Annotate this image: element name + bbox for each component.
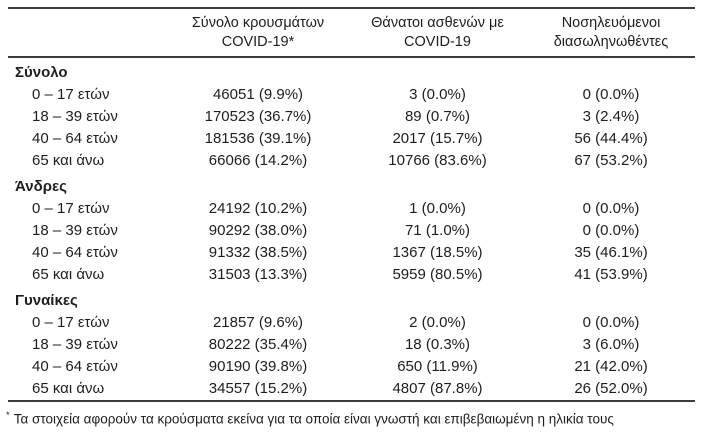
intubated-cell: 35 (46.1%) <box>574 244 648 261</box>
table-row: 18 – 39 ετών 90292 (38.0%) 71 (1.0%) 0 (… <box>8 220 695 242</box>
deaths-cell: 1367 (18.5%) <box>392 244 483 261</box>
header-total-cases-line1: Σύνολο κρουσμάτων <box>191 15 325 31</box>
cases-cell: 34557 (15.2%) <box>208 380 308 397</box>
deaths-cell: 71 (1.0%) <box>404 222 471 239</box>
row-label: 40 – 64 ετών <box>32 358 118 375</box>
footnote: * Τα στοιχεία αφορούν τα κρούσματα εκείνα… <box>6 406 702 429</box>
header-empty-cell <box>8 8 168 57</box>
deaths-cell: 2017 (15.7%) <box>392 130 483 147</box>
table-row: 65 και άνω 31503 (13.3%) 5959 (80.5%) 41… <box>8 264 695 286</box>
row-label: 40 – 64 ετών <box>32 244 118 261</box>
row-label: 18 – 39 ετών <box>32 108 118 125</box>
deaths-cell: 10766 (83.6%) <box>388 152 487 169</box>
header-intubated-line1: Νοσηλευόμενοι <box>561 15 661 31</box>
section-label: Σύνολο <box>15 64 68 81</box>
intubated-cell: 0 (0.0%) <box>582 222 640 239</box>
row-label: 0 – 17 ετών <box>32 86 110 103</box>
section-label: Γυναίκες <box>15 292 78 309</box>
table-row: 65 και άνω 66066 (14.2%) 10766 (83.6%) 6… <box>8 150 695 172</box>
intubated-cell: 0 (0.0%) <box>582 86 640 103</box>
intubated-cell: 41 (53.9%) <box>574 266 648 283</box>
deaths-cell: 3 (0.0%) <box>409 86 466 103</box>
intubated-cell: 56 (44.4%) <box>574 130 648 147</box>
cases-cell: 90292 (38.0%) <box>208 222 308 239</box>
cases-cell: 90190 (39.8%) <box>208 358 308 375</box>
table-row: 18 – 39 ετών 170523 (36.7%) 89 (0.7%) 3 … <box>8 106 695 128</box>
intubated-cell: 0 (0.0%) <box>582 314 640 331</box>
deaths-cell: 4807 (87.8%) <box>392 380 483 397</box>
footnote-asterisk: * <box>6 410 10 421</box>
cases-cell: 181536 (39.1%) <box>204 130 312 147</box>
section-row-total: Σύνολο <box>8 57 695 84</box>
table-row: 0 – 17 ετών 46051 (9.9%) 3 (0.0%) 0 (0.0… <box>8 84 695 106</box>
intubated-cell: 26 (52.0%) <box>574 380 648 397</box>
header-deaths: Θάνατοι ασθενών με COVID-19 <box>348 8 527 57</box>
header-total-cases: Σύνολο κρουσμάτων COVID-19* <box>168 8 348 57</box>
header-deaths-line1: Θάνατοι ασθενών με <box>371 15 504 31</box>
footnote-text: Τα στοιχεία αφορούν τα κρούσματα εκείνα … <box>13 411 614 427</box>
cases-cell: 170523 (36.7%) <box>204 108 312 125</box>
section-row-women: Γυναίκες <box>8 286 695 312</box>
section-label: Άνδρες <box>15 178 67 195</box>
row-label: 65 και άνω <box>32 266 105 283</box>
table-row: 40 – 64 ετών 181536 (39.1%) 2017 (15.7%)… <box>8 128 695 150</box>
row-label: 0 – 17 ετών <box>32 314 110 331</box>
intubated-cell: 0 (0.0%) <box>582 200 640 217</box>
cases-cell: 80222 (35.4%) <box>208 336 308 353</box>
header-intubated: Νοσηλευόμενοι διασωληνωθέντες <box>527 8 695 57</box>
deaths-cell: 18 (0.3%) <box>404 336 471 353</box>
header-deaths-line2: COVID-19 <box>404 34 471 50</box>
deaths-cell: 89 (0.7%) <box>404 108 471 125</box>
table-row: 0 – 17 ετών 24192 (10.2%) 1 (0.0%) 0 (0.… <box>8 198 695 220</box>
cases-cell: 66066 (14.2%) <box>208 152 308 169</box>
table-row: 65 και άνω 34557 (15.2%) 4807 (87.8%) 26… <box>8 378 695 401</box>
cases-cell: 91332 (38.5%) <box>208 244 308 261</box>
section-row-men: Άνδρες <box>8 172 695 198</box>
row-label: 0 – 17 ετών <box>32 200 110 217</box>
row-label: 40 – 64 ετών <box>32 130 118 147</box>
deaths-cell: 5959 (80.5%) <box>392 266 483 283</box>
cases-cell: 24192 (10.2%) <box>208 200 308 217</box>
table-row: 40 – 64 ετών 90190 (39.8%) 650 (11.9%) 2… <box>8 356 695 378</box>
table-row: 40 – 64 ετών 91332 (38.5%) 1367 (18.5%) … <box>8 242 695 264</box>
intubated-cell: 21 (42.0%) <box>574 358 648 375</box>
row-label: 18 – 39 ετών <box>32 222 118 239</box>
intubated-cell: 67 (53.2%) <box>574 152 648 169</box>
table-header-row: Σύνολο κρουσμάτων COVID-19* Θάνατοι ασθε… <box>8 8 695 57</box>
intubated-cell: 3 (2.4%) <box>582 108 640 125</box>
deaths-cell: 2 (0.0%) <box>409 314 466 331</box>
cases-cell: 31503 (13.3%) <box>208 266 308 283</box>
cases-cell: 46051 (9.9%) <box>212 86 304 103</box>
row-label: 18 – 39 ετών <box>32 336 118 353</box>
row-label: 65 και άνω <box>32 152 105 169</box>
cases-cell: 21857 (9.6%) <box>212 314 304 331</box>
header-total-cases-line2: COVID-19* <box>221 34 295 50</box>
deaths-cell: 650 (11.9%) <box>397 358 478 375</box>
table-row: 0 – 17 ετών 21857 (9.6%) 2 (0.0%) 0 (0.0… <box>8 312 695 334</box>
intubated-cell: 3 (6.0%) <box>582 336 640 353</box>
row-label: 65 και άνω <box>32 380 105 397</box>
table-row: 18 – 39 ετών 80222 (35.4%) 18 (0.3%) 3 (… <box>8 334 695 356</box>
deaths-cell: 1 (0.0%) <box>409 200 466 217</box>
header-intubated-line2: διασωληνωθέντες <box>553 34 669 50</box>
covid-age-sex-table: Σύνολο κρουσμάτων COVID-19* Θάνατοι ασθε… <box>8 7 695 402</box>
